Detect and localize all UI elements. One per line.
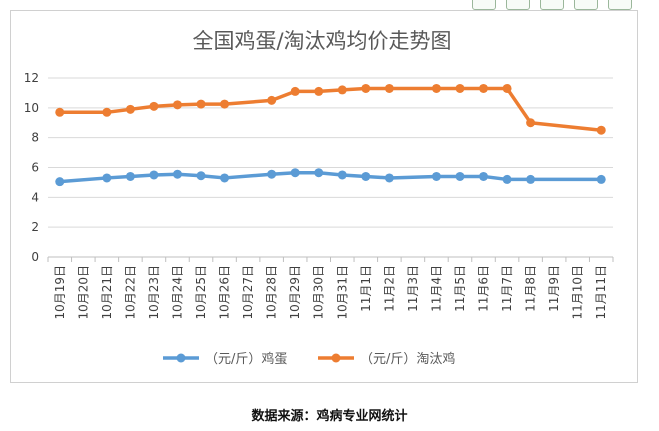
x-tick-label: 11月9日: [547, 265, 561, 312]
x-tick-label: 11月1日: [359, 265, 373, 312]
x-tick-label: 10月26日: [218, 265, 232, 320]
y-axis: 0 2 4 6 8 10 12: [24, 71, 39, 264]
series-line: [58, 86, 603, 132]
series-layer: [55, 83, 606, 187]
x-tick-label: 10月25日: [194, 265, 208, 320]
data-point: [314, 168, 324, 178]
x-tick-label: 10月19日: [53, 265, 67, 320]
data-point: [125, 104, 135, 114]
toolbar-button[interactable]: [608, 0, 632, 10]
data-point: [172, 169, 182, 179]
legend-label: （元/斤）淘汰鸡: [360, 351, 455, 367]
gridlines: [48, 77, 613, 258]
data-point: [290, 168, 300, 178]
data-point: [502, 83, 512, 93]
data-point: [337, 85, 347, 95]
x-tick-label: 10月30日: [312, 265, 326, 320]
data-point: [479, 83, 489, 93]
data-point: [596, 125, 606, 135]
legend-swatch-marker: [176, 353, 186, 363]
y-tick-label: 8: [31, 131, 39, 145]
x-tick-label: 10月28日: [265, 265, 279, 320]
x-axis: 10月19日 10月20日 10月21日 10月22日 10月23日 10月24日 10月2…: [47, 257, 614, 320]
data-point: [431, 83, 441, 93]
data-point: [220, 173, 230, 183]
data-point: [455, 171, 465, 181]
legend-swatch-marker: [331, 353, 341, 363]
data-point: [196, 171, 206, 181]
data-point: [196, 99, 206, 109]
data-point: [502, 174, 512, 184]
data-point: [479, 171, 489, 181]
data-point: [220, 99, 230, 109]
x-tick-label: 11月10日: [571, 265, 585, 320]
data-point: [149, 101, 159, 111]
data-point: [267, 169, 277, 179]
x-tick-label: 11月7日: [500, 265, 514, 312]
data-point: [361, 171, 371, 181]
x-tick-label: 11月4日: [429, 265, 443, 312]
x-tick-label: 11月8日: [524, 265, 538, 312]
y-tick-label: 12: [24, 71, 39, 85]
x-tick-label: 10月29日: [288, 265, 302, 320]
x-tick-label: 11月2日: [382, 265, 396, 312]
data-point: [172, 100, 182, 110]
toolbar-button[interactable]: [540, 0, 564, 10]
toolbar-button[interactable]: [472, 0, 496, 10]
data-point: [384, 83, 394, 93]
data-point: [361, 83, 371, 93]
toolbar-button[interactable]: [574, 0, 598, 10]
y-tick-label: 0: [31, 250, 39, 264]
x-tick-label: 10月24日: [170, 265, 184, 320]
data-point: [314, 86, 324, 96]
data-point: [290, 86, 300, 96]
toolbar-strip: [462, 0, 659, 12]
data-point: [431, 171, 441, 181]
data-point: [455, 83, 465, 93]
x-tick-label: 10月23日: [147, 265, 161, 320]
data-point: [526, 118, 536, 128]
series-line: [58, 170, 603, 184]
toolbar-button[interactable]: [506, 0, 530, 10]
x-tick-label: 11月11日: [594, 265, 608, 320]
x-tick-label: 11月5日: [453, 265, 467, 312]
x-tick-label: 11月6日: [477, 265, 491, 312]
x-tick-label: 11月3日: [406, 265, 420, 312]
data-point: [384, 173, 394, 183]
chart-title: 全国鸡蛋/淘汰鸡均价走势图: [192, 29, 451, 53]
data-point: [526, 174, 536, 184]
data-point: [55, 107, 65, 117]
source-note: 数据来源：鸡病专业网统计: [251, 409, 408, 424]
legend: （元/斤）鸡蛋 （元/斤）淘汰鸡: [163, 351, 455, 367]
x-tick-label: 10月31日: [335, 265, 349, 320]
x-tick-label: 10月27日: [241, 265, 255, 320]
data-point: [149, 170, 159, 180]
x-tick-label: 10月22日: [123, 265, 137, 320]
data-point: [337, 170, 347, 180]
y-tick-label: 10: [24, 101, 39, 115]
legend-label: （元/斤）鸡蛋: [205, 351, 287, 367]
x-tick-label: 10月21日: [100, 265, 114, 320]
y-tick-label: 6: [31, 161, 39, 175]
data-point: [102, 173, 112, 183]
x-tick-label: 10月20日: [76, 265, 90, 320]
chart-frame: [10, 10, 638, 383]
y-tick-label: 2: [31, 220, 39, 234]
data-point: [596, 174, 606, 184]
y-tick-label: 4: [31, 190, 39, 204]
data-point: [125, 171, 135, 181]
data-point: [55, 177, 65, 187]
data-point: [102, 107, 112, 117]
data-point: [267, 95, 277, 105]
